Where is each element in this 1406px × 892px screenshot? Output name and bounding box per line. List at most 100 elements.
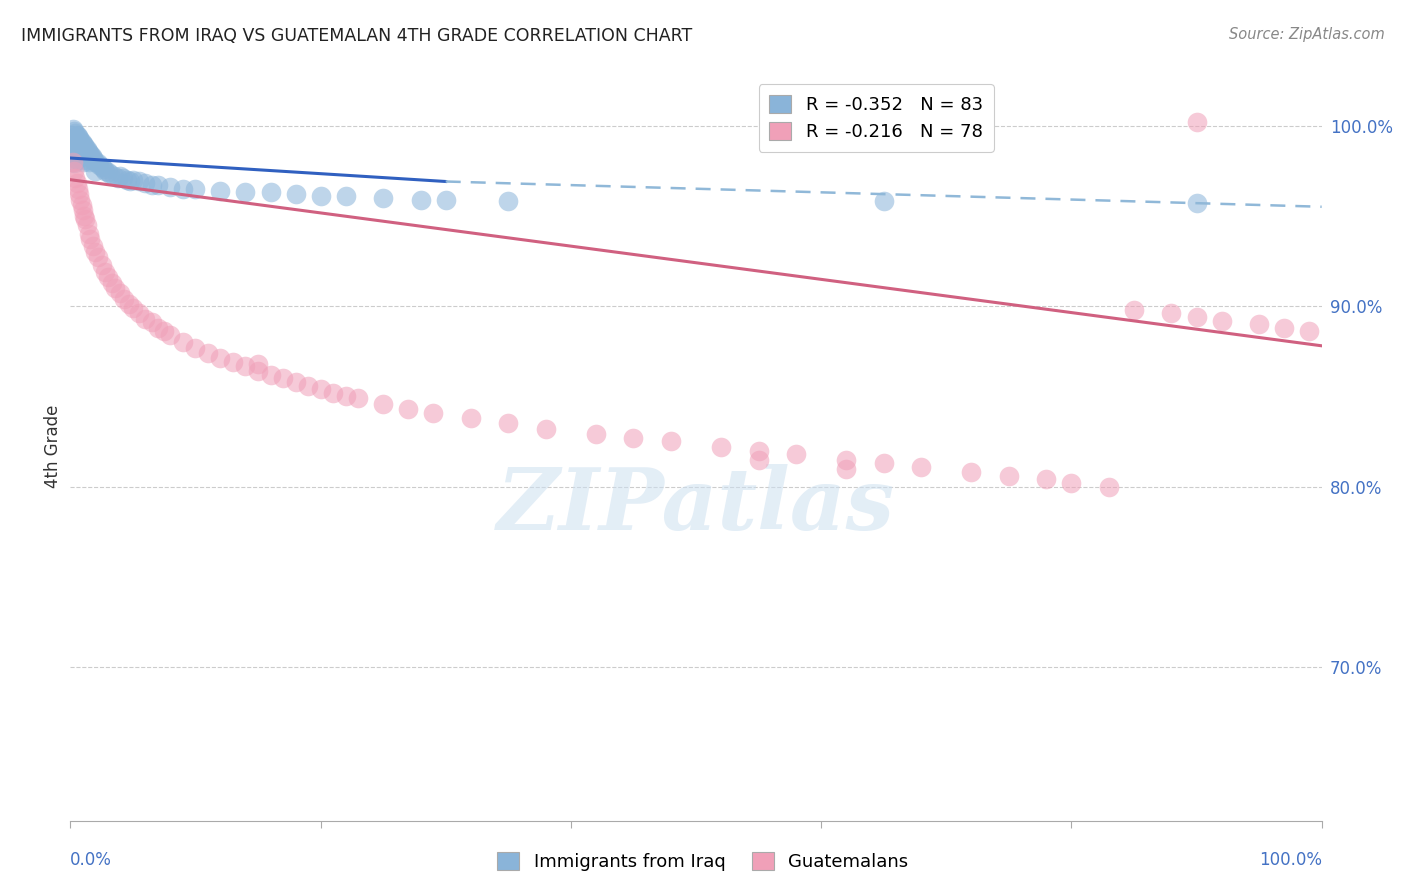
Point bbox=[67, 140, 90, 154]
Point bbox=[87, 156, 110, 170]
Point bbox=[77, 154, 100, 169]
Point bbox=[65, 176, 87, 190]
Point bbox=[84, 154, 107, 169]
Point bbox=[76, 144, 98, 158]
Point bbox=[235, 359, 257, 373]
Point bbox=[94, 163, 117, 178]
Point bbox=[87, 158, 110, 172]
Point bbox=[72, 203, 94, 218]
Point bbox=[60, 133, 83, 147]
Point bbox=[434, 193, 457, 207]
Point bbox=[77, 227, 100, 241]
Point bbox=[65, 144, 87, 158]
Point bbox=[534, 422, 557, 436]
Point bbox=[77, 145, 100, 160]
Point bbox=[284, 375, 307, 389]
Point bbox=[79, 147, 101, 161]
Point bbox=[98, 167, 121, 181]
Point bbox=[63, 131, 86, 145]
Point bbox=[97, 270, 120, 285]
Point bbox=[1298, 324, 1320, 338]
Point bbox=[69, 193, 91, 207]
Point bbox=[120, 174, 142, 188]
Point bbox=[82, 151, 104, 165]
Point bbox=[1035, 472, 1057, 486]
Point bbox=[69, 142, 91, 156]
Point bbox=[347, 391, 370, 405]
Point bbox=[84, 244, 107, 259]
Point bbox=[65, 126, 87, 140]
Point bbox=[70, 135, 93, 149]
Point bbox=[112, 292, 135, 306]
Point bbox=[835, 461, 858, 475]
Point bbox=[184, 182, 207, 196]
Point bbox=[100, 276, 122, 290]
Point bbox=[69, 133, 91, 147]
Point bbox=[209, 184, 232, 198]
Point bbox=[396, 402, 419, 417]
Point bbox=[322, 385, 344, 400]
Point bbox=[70, 144, 93, 158]
Point bbox=[1160, 306, 1182, 320]
Point bbox=[460, 411, 482, 425]
Point bbox=[76, 142, 98, 156]
Point bbox=[87, 250, 110, 264]
Point bbox=[107, 170, 129, 185]
Point bbox=[67, 131, 90, 145]
Legend: Immigrants from Iraq, Guatemalans: Immigrants from Iraq, Guatemalans bbox=[491, 845, 915, 879]
Point bbox=[110, 286, 132, 301]
Point bbox=[66, 138, 89, 153]
Point bbox=[76, 153, 98, 167]
Point bbox=[197, 346, 219, 360]
Point bbox=[710, 440, 733, 454]
Point bbox=[76, 218, 98, 232]
Point bbox=[121, 172, 145, 186]
Point bbox=[146, 178, 169, 193]
Point bbox=[75, 140, 97, 154]
Point bbox=[75, 212, 97, 227]
Point bbox=[90, 258, 112, 272]
Point bbox=[62, 136, 84, 151]
Point bbox=[997, 468, 1019, 483]
Point bbox=[259, 186, 281, 200]
Point bbox=[62, 145, 84, 160]
Point bbox=[63, 147, 86, 161]
Point bbox=[63, 163, 86, 178]
Text: 0.0%: 0.0% bbox=[70, 851, 112, 869]
Point bbox=[73, 209, 96, 223]
Point bbox=[835, 452, 858, 467]
Point bbox=[79, 232, 101, 246]
Point bbox=[409, 193, 432, 207]
Point bbox=[72, 145, 94, 160]
Point bbox=[235, 186, 257, 200]
Point bbox=[785, 447, 807, 461]
Point bbox=[1185, 196, 1208, 211]
Point bbox=[65, 142, 87, 156]
Point bbox=[73, 147, 96, 161]
Point bbox=[65, 128, 87, 142]
Point bbox=[70, 198, 93, 212]
Point bbox=[1098, 480, 1121, 494]
Point bbox=[172, 335, 194, 350]
Point bbox=[65, 170, 87, 185]
Point bbox=[748, 452, 770, 467]
Text: 100.0%: 100.0% bbox=[1258, 851, 1322, 869]
Point bbox=[103, 169, 125, 183]
Point bbox=[371, 191, 394, 205]
Point bbox=[60, 140, 83, 154]
Point bbox=[65, 153, 87, 167]
Point bbox=[1249, 317, 1271, 331]
Point bbox=[73, 138, 96, 153]
Point bbox=[1272, 320, 1295, 334]
Point bbox=[184, 341, 207, 355]
Point bbox=[1122, 302, 1144, 317]
Point bbox=[585, 427, 607, 442]
Point bbox=[65, 135, 87, 149]
Point bbox=[63, 138, 86, 153]
Point bbox=[66, 182, 89, 196]
Point bbox=[67, 187, 90, 202]
Point bbox=[128, 306, 150, 320]
Point bbox=[72, 154, 94, 169]
Point bbox=[134, 311, 156, 326]
Point bbox=[115, 172, 138, 186]
